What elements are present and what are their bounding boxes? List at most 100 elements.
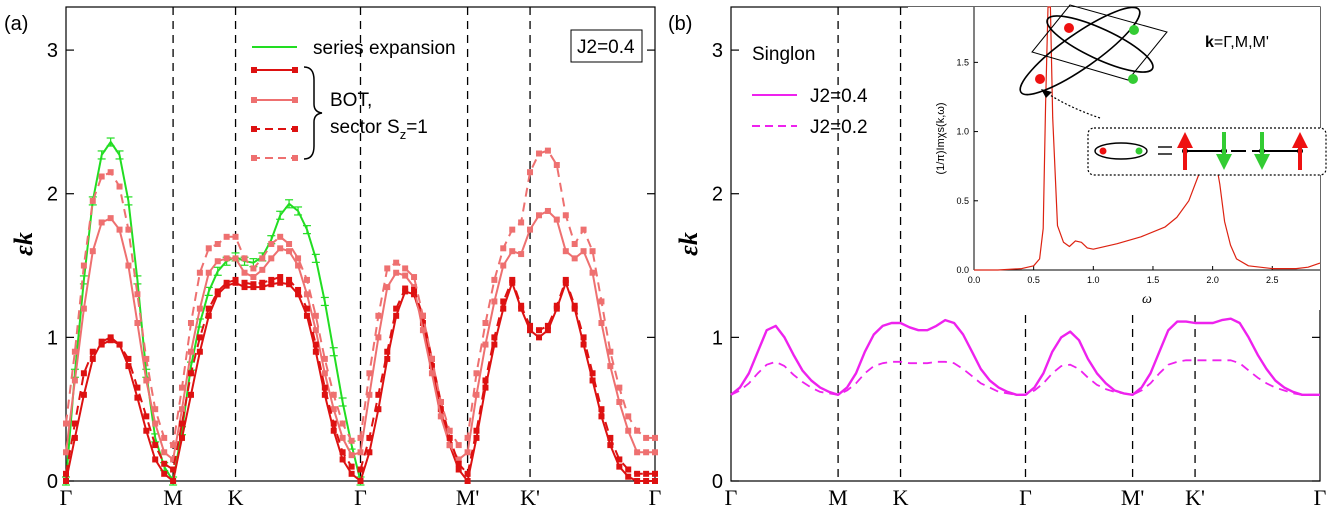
panel-a-point-bot-solid-red: [419, 320, 426, 326]
panel-a-point-bot-solid-pink: [571, 255, 578, 262]
panel-a-point-bot-solid-pink: [464, 449, 471, 456]
inset-ylabel: (1/π)Imχs(k,ω): [935, 102, 947, 174]
inset-xtick-label: 0.5: [1027, 275, 1040, 285]
panel-a-point-bot-dashed-red: [348, 463, 355, 470]
legend-swatch-bot-solid-red: [251, 67, 298, 73]
panel-a-point-bot-solid-pink: [357, 449, 364, 456]
panel-a-point-bot-dashed-red: [312, 341, 319, 348]
panel-a-point-bot-solid-red: [241, 284, 248, 291]
panel-a-point-bot-solid-red: [286, 281, 293, 288]
panel-a-point-bot-dashed-pink: [116, 183, 123, 190]
panel-a-point-bot-solid-pink: [214, 258, 221, 265]
panel-a-point-bot-dashed-pink: [98, 173, 105, 180]
panel-a-xtick-label: K: [228, 485, 244, 510]
panel-a-point-bot-dashed-pink: [277, 233, 284, 240]
panel-a-point-bot-dashed-pink: [152, 406, 159, 413]
pointer-arrow: [1044, 91, 1101, 119]
panel-a-point-bot-dashed-red: [634, 470, 641, 477]
panel-a-point-bot-dashed-pink: [250, 265, 257, 272]
pointer-arrowhead: [1041, 89, 1052, 98]
panel-a-point-bot-dashed-pink: [170, 442, 177, 449]
panel-a-label: (a): [4, 13, 28, 35]
panel-a-point-bot-dashed-pink: [143, 355, 150, 362]
panel-a-point-bot-solid-red: [428, 363, 435, 370]
panel-a-point-bot-dashed-red: [89, 348, 96, 355]
panel-a-point-bot-dashed-red: [536, 327, 543, 334]
panel-a-point-bot-solid-red: [196, 348, 203, 355]
panel-a-point-bot-dashed-red: [286, 276, 293, 283]
panel-a-point-bot-solid-pink: [268, 255, 275, 262]
panel-a-point-bot-solid-pink: [375, 334, 382, 341]
panel-a-point-bot-solid-pink: [393, 269, 400, 276]
panel-a-point-bot-solid-pink: [544, 207, 551, 214]
singlet-ellipse-2: [1046, 15, 1154, 73]
panel-a-point-bot-solid-red: [277, 279, 284, 286]
panel-a-point-bot-solid-pink: [536, 212, 543, 219]
panel-a-point-bot-solid-pink: [107, 215, 114, 222]
panel-a-point-bot-dashed-pink: [571, 241, 578, 247]
panel-a-point-bot-dashed-red: [187, 370, 194, 377]
panel-a-point-bot-dashed-pink: [562, 212, 569, 219]
panel-a-point-bot-solid-pink: [89, 248, 96, 255]
inset-xtick-label: 1.0: [1087, 275, 1100, 285]
panel-a-point-bot-dashed-pink: [268, 241, 275, 247]
panel-a-point-bot-dashed-pink: [286, 241, 293, 247]
panel-a-point-bot-solid-pink: [428, 370, 435, 377]
legend-bot-line2: sector Sz=1: [330, 117, 428, 142]
panel-a-point-bot-solid-pink: [63, 449, 69, 456]
panel-a-point-bot-dashed-pink: [598, 298, 605, 305]
inset-xtick-label: 0.0: [968, 275, 981, 285]
panel-a-point-bot-dashed-red: [250, 281, 257, 288]
panel-a-point-bot-dashed-red: [339, 449, 346, 456]
panel-a-point-bot-dashed-red: [295, 286, 302, 293]
spin-arrowhead-up: [1177, 132, 1193, 148]
panel-a-point-bot-dashed-red: [63, 470, 69, 477]
panel-a-point-bot-solid-red: [500, 305, 507, 312]
panel-a-point-bot-dashed-pink: [161, 434, 168, 441]
panel-a-point-bot-dashed-pink: [643, 434, 650, 441]
panel-a-point-bot-solid-pink: [482, 341, 489, 348]
panel-a-point-bot-dashed-red: [170, 466, 177, 473]
panel-a-point-bot-dashed-pink: [71, 348, 78, 355]
panel-a-point-bot-solid-red: [411, 291, 418, 298]
panel-b-ytick-label: 0: [712, 471, 723, 493]
panel-a-point-bot-solid-red: [143, 427, 150, 434]
panel-a-xtick-label: M': [456, 485, 480, 510]
panel-a-point-bot-dashed-pink: [455, 442, 462, 449]
panel-a-point-bot-solid-pink: [98, 219, 105, 226]
panel-a-point-bot-solid-pink: [170, 456, 177, 463]
panel-a-point-bot-solid-pink: [187, 348, 194, 355]
panel-b-xtick-label: Γ: [1314, 485, 1327, 510]
panel-a-point-bot-solid-pink: [509, 248, 516, 255]
panel-a-point-bot-dashed-pink: [625, 413, 632, 420]
inset-ytick-label: 1.5: [956, 57, 969, 67]
panel-a-point-bot-solid-pink: [384, 284, 391, 291]
spin-dot-red: [1064, 23, 1074, 33]
panel-a-point-bot-dashed-red: [214, 288, 221, 295]
panel-a-point-bot-dashed-red: [473, 427, 480, 434]
panel-a-point-bot-dashed-red: [384, 348, 391, 355]
spin-arrowhead-down: [1254, 154, 1270, 170]
singlet-ellipse-1: [1019, 6, 1141, 96]
panel-a-point-bot-dashed-red: [125, 355, 132, 362]
legend-a: series expansion BOT, sector Sz=1: [251, 38, 456, 161]
panel-a-point-bot-dashed-pink: [178, 384, 185, 391]
panel-a-point-bot-dashed-red: [607, 434, 614, 441]
panel-a-point-bot-solid-red: [437, 406, 444, 413]
panel-a-point-bot-solid-red: [295, 291, 302, 298]
panel-a-xtick-label: M: [163, 485, 183, 510]
panel-a-point-bot-dashed-red: [553, 302, 560, 309]
legend-label-series-expansion: series expansion: [313, 38, 456, 59]
panel-a-point-bot-dashed-pink: [473, 370, 480, 377]
panel-a-point-bot-solid-pink: [553, 216, 560, 223]
panel-a-point-bot-dashed-pink: [419, 312, 426, 319]
panel-a-point-bot-solid-red: [482, 384, 489, 391]
spin-dot-red: [1035, 74, 1045, 84]
panel-a-point-bot-solid-pink: [455, 456, 462, 463]
panel-a-point-bot-dashed-red: [152, 442, 159, 449]
panel-a-point-bot-dashed-pink: [241, 255, 248, 262]
panel-a-point-bot-solid-pink: [116, 226, 123, 233]
panel-a-ylabel: εk: [9, 232, 38, 256]
panel-a-ytick-label: 3: [47, 40, 58, 62]
